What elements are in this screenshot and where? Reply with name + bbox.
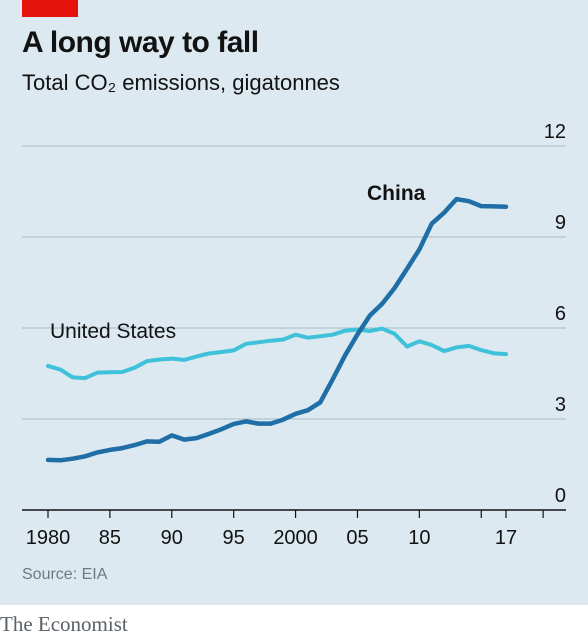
chart-subtitle: Total CO₂ emissions, gigatonnes	[22, 70, 340, 95]
line-chart: 0 3 6 9 12 1980 85 90 95 2000 05 10 17 China United …	[22, 121, 566, 549]
y-tick-label: 12	[544, 121, 566, 143]
x-axis: 1980 85 90 95 2000 05 10 17	[22, 509, 566, 549]
source-note: Source: EIA	[22, 566, 108, 583]
series-label-united-states: United States	[50, 320, 176, 343]
y-tick-labels: 0 3 6 9 12	[544, 121, 566, 507]
series-lines	[45, 196, 509, 463]
x-tick-label: 1980	[26, 527, 71, 549]
y-tick-label: 6	[555, 303, 566, 325]
gridlines	[22, 145, 566, 420]
x-tick-label: 10	[408, 527, 430, 549]
series-line-china	[45, 196, 509, 463]
chart-title: A long way to fall	[22, 26, 259, 59]
series-line-united-states	[46, 326, 508, 381]
brand-red-tag	[22, 0, 78, 17]
series-labels: China United States	[50, 182, 426, 343]
x-tick-label: 95	[223, 527, 245, 549]
x-tick-label: 90	[161, 527, 183, 549]
x-tick-label: 17	[495, 527, 517, 549]
y-tick-label: 3	[555, 394, 566, 416]
y-tick-label: 9	[555, 212, 566, 234]
x-tick-label: 2000	[273, 527, 318, 549]
x-tick-label: 85	[99, 527, 121, 549]
series-label-china: China	[367, 182, 426, 205]
x-tick-label: 05	[346, 527, 368, 549]
publisher-wordmark: The Economist	[0, 612, 128, 636]
y-tick-label: 0	[555, 485, 566, 507]
chart-panel: A long way to fall Total CO₂ emissions, …	[0, 0, 588, 605]
